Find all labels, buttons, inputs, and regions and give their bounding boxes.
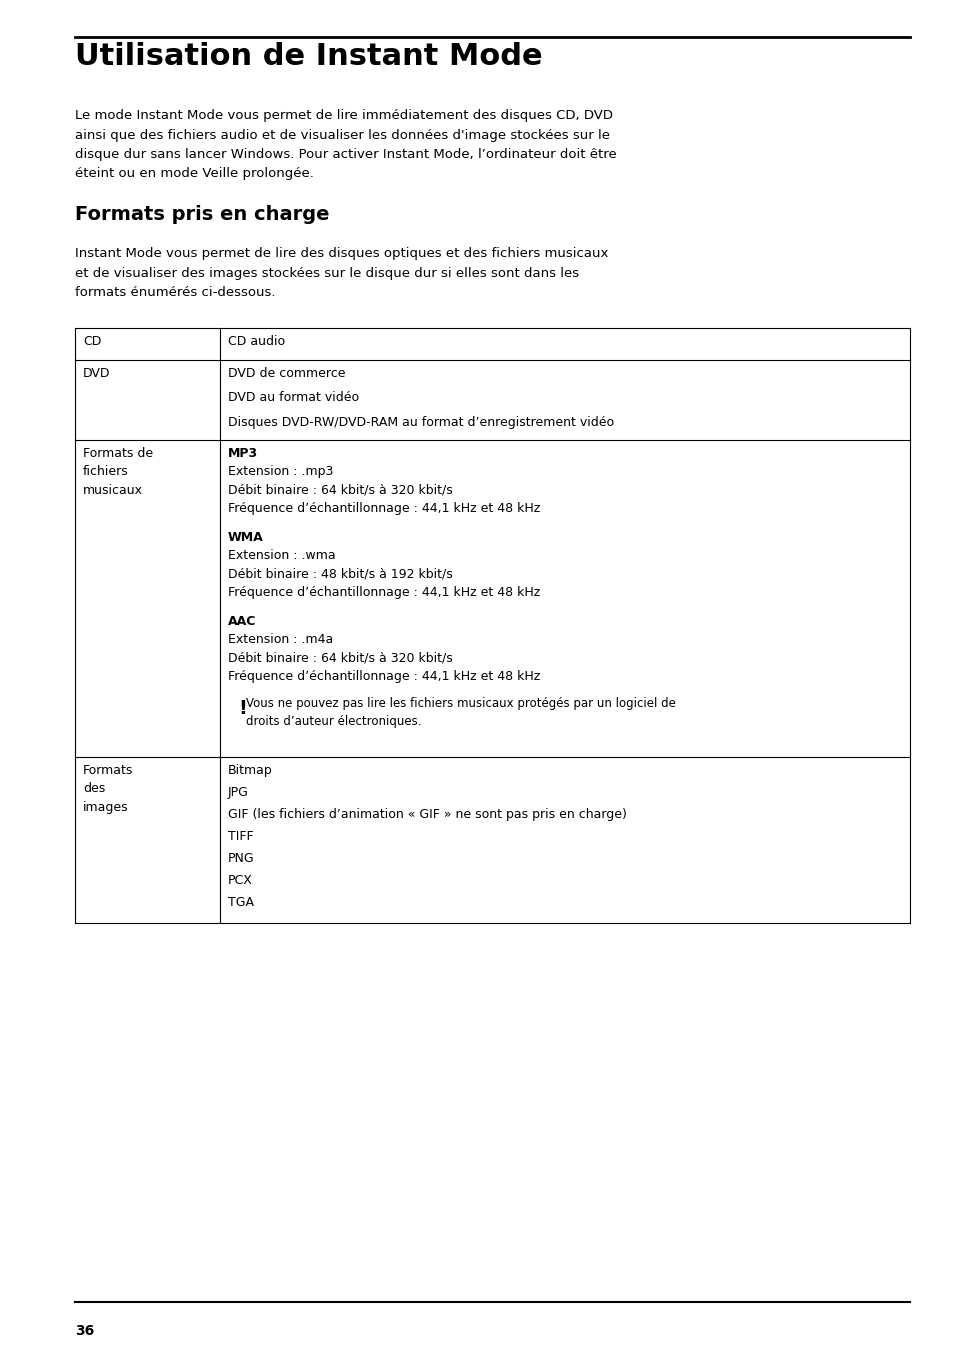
Text: fichiers: fichiers <box>83 465 129 479</box>
Text: Formats: Formats <box>83 764 133 776</box>
Text: TGA: TGA <box>228 895 253 909</box>
Text: Bitmap: Bitmap <box>228 764 273 776</box>
Text: Vous ne pouvez pas lire les fichiers musicaux protégés par un logiciel de: Vous ne pouvez pas lire les fichiers mus… <box>246 696 675 710</box>
Text: disque dur sans lancer Windows. Pour activer Instant Mode, l’ordinateur doit êtr: disque dur sans lancer Windows. Pour act… <box>75 147 616 161</box>
Text: ainsi que des fichiers audio et de visualiser les données d'image stockées sur l: ainsi que des fichiers audio et de visua… <box>75 128 609 142</box>
Text: Fréquence d’échantillonnage : 44,1 kHz et 48 kHz: Fréquence d’échantillonnage : 44,1 kHz e… <box>228 671 539 683</box>
Text: Disques DVD-RW/DVD-RAM au format d’enregistrement vidéo: Disques DVD-RW/DVD-RAM au format d’enreg… <box>228 415 614 429</box>
Text: Le mode Instant Mode vous permet de lire immédiatement des disques CD, DVD: Le mode Instant Mode vous permet de lire… <box>75 110 613 122</box>
Text: Extension : .mp3: Extension : .mp3 <box>228 465 333 479</box>
Text: éteint ou en mode Veille prolongée.: éteint ou en mode Veille prolongée. <box>75 168 314 181</box>
Text: DVD: DVD <box>83 366 111 380</box>
Text: AAC: AAC <box>228 615 256 627</box>
Text: !: ! <box>237 699 247 718</box>
Text: Fréquence d’échantillonnage : 44,1 kHz et 48 kHz: Fréquence d’échantillonnage : 44,1 kHz e… <box>228 502 539 515</box>
Text: WMA: WMA <box>228 530 263 544</box>
Text: CD audio: CD audio <box>228 334 285 347</box>
Text: TIFF: TIFF <box>228 830 253 842</box>
Text: Extension : .wma: Extension : .wma <box>228 549 335 562</box>
Text: formats énumérés ci-dessous.: formats énumérés ci-dessous. <box>75 287 275 299</box>
Text: Extension : .m4a: Extension : .m4a <box>228 633 333 646</box>
Text: DVD au format vidéo: DVD au format vidéo <box>228 391 358 404</box>
Text: MP3: MP3 <box>228 446 258 460</box>
Text: musicaux: musicaux <box>83 484 143 496</box>
Text: Débit binaire : 48 kbit/s à 192 kbit/s: Débit binaire : 48 kbit/s à 192 kbit/s <box>228 568 453 580</box>
Text: CD: CD <box>83 334 101 347</box>
Text: GIF (les fichiers d’animation « GIF » ne sont pas pris en charge): GIF (les fichiers d’animation « GIF » ne… <box>228 807 626 821</box>
Text: PCX: PCX <box>228 873 253 887</box>
Text: Débit binaire : 64 kbit/s à 320 kbit/s: Débit binaire : 64 kbit/s à 320 kbit/s <box>228 652 453 664</box>
Text: JPG: JPG <box>228 786 249 799</box>
Text: images: images <box>83 800 129 814</box>
Text: Utilisation de Instant Mode: Utilisation de Instant Mode <box>75 42 542 72</box>
Text: droits d’auteur électroniques.: droits d’auteur électroniques. <box>246 715 421 727</box>
Text: DVD de commerce: DVD de commerce <box>228 366 345 380</box>
Text: Formats pris en charge: Formats pris en charge <box>75 206 329 224</box>
Text: Fréquence d’échantillonnage : 44,1 kHz et 48 kHz: Fréquence d’échantillonnage : 44,1 kHz e… <box>228 585 539 599</box>
Text: 36: 36 <box>75 1324 94 1338</box>
Text: Formats de: Formats de <box>83 446 153 460</box>
Text: Débit binaire : 64 kbit/s à 320 kbit/s: Débit binaire : 64 kbit/s à 320 kbit/s <box>228 484 453 496</box>
Text: des: des <box>83 781 105 795</box>
Text: et de visualiser des images stockées sur le disque dur si elles sont dans les: et de visualiser des images stockées sur… <box>75 266 578 280</box>
Text: PNG: PNG <box>228 852 254 864</box>
Text: Instant Mode vous permet de lire des disques optiques et des fichiers musicaux: Instant Mode vous permet de lire des dis… <box>75 247 608 260</box>
